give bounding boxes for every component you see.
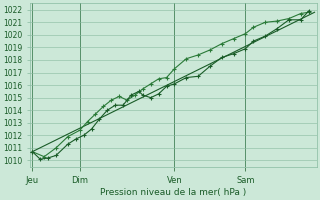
X-axis label: Pression niveau de la mer( hPa ): Pression niveau de la mer( hPa ) (100, 188, 247, 197)
